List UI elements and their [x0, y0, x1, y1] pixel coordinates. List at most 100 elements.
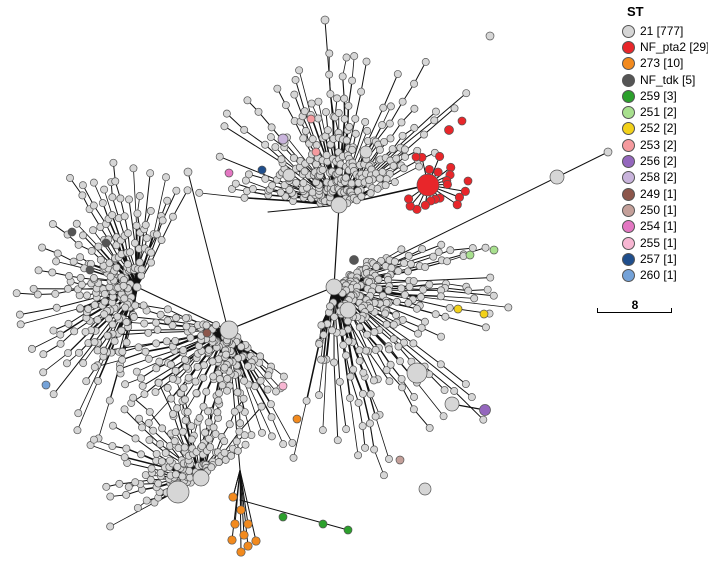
tree-node — [396, 357, 404, 366]
tree-node — [110, 337, 119, 346]
tree-node — [387, 263, 396, 272]
tree-node — [394, 342, 403, 351]
legend-item: 259 [3] — [622, 88, 708, 104]
tree-node — [410, 123, 419, 132]
tree-node — [133, 503, 142, 512]
tree-edge — [20, 307, 81, 325]
tree-node — [29, 284, 38, 293]
tree-node — [220, 448, 229, 457]
tree-node — [172, 313, 181, 322]
tree-edge — [395, 134, 425, 160]
tree-edge — [401, 386, 415, 410]
tree-node — [306, 114, 316, 124]
tree-node — [41, 380, 51, 390]
tree-node — [171, 428, 180, 437]
tree-node — [105, 396, 114, 405]
tree-node — [344, 101, 353, 110]
tree-node — [48, 268, 57, 277]
tree-edge — [135, 437, 158, 455]
tree-node — [144, 419, 153, 428]
tree-node — [440, 386, 449, 395]
tree-node — [34, 266, 43, 275]
tree-node — [369, 376, 378, 385]
tree-node — [89, 178, 98, 187]
tree-edge — [109, 502, 155, 527]
tree-node — [168, 374, 177, 383]
tree-node — [195, 413, 204, 422]
tree-edge — [144, 345, 174, 353]
tree-node — [365, 419, 374, 428]
legend-swatch — [622, 24, 635, 38]
tree-node — [192, 389, 201, 398]
tree-edge — [349, 376, 360, 404]
tree-node — [130, 239, 139, 247]
tree-node — [76, 304, 85, 313]
tree-node — [351, 114, 360, 123]
tree-node — [236, 547, 246, 557]
tree-node — [56, 339, 65, 348]
tree-node — [106, 522, 115, 531]
tree-node — [156, 310, 165, 319]
tree-node — [192, 469, 210, 487]
tree-edge — [85, 301, 114, 319]
legend-swatch — [622, 155, 635, 169]
tree-node — [415, 162, 424, 171]
tree-edge — [367, 107, 384, 142]
tree-node — [348, 145, 357, 154]
tree-node — [424, 164, 434, 175]
tree-node — [346, 394, 354, 403]
tree-node — [394, 267, 403, 276]
tree-node — [389, 320, 398, 329]
tree-edge — [270, 403, 293, 444]
tree-node — [385, 377, 394, 386]
tree-node — [277, 155, 286, 164]
tree-node — [289, 154, 298, 162]
tree-node — [220, 122, 229, 131]
tree-edge — [148, 350, 175, 360]
tree-edge — [295, 79, 306, 112]
tree-node — [400, 145, 409, 154]
tree-node — [251, 536, 261, 546]
tree-node — [340, 94, 349, 103]
tree-node — [211, 429, 220, 438]
tree-node — [442, 179, 452, 190]
tree-edge — [339, 381, 347, 430]
tree-edge — [184, 419, 194, 450]
tree-node — [134, 343, 143, 352]
tree-node — [120, 212, 129, 221]
tree-node — [282, 168, 296, 182]
tree-node — [77, 280, 86, 289]
tree-node — [56, 330, 65, 339]
tree-edge — [198, 192, 245, 199]
tree-node — [378, 168, 387, 176]
tree-edge — [55, 260, 85, 269]
legend-item: 256 [2] — [622, 153, 708, 169]
tree-node — [109, 158, 118, 167]
tree-node — [311, 147, 321, 157]
tree-node — [168, 321, 177, 330]
tree-node — [463, 176, 473, 186]
tree-edge — [440, 295, 475, 299]
tree-edge — [239, 499, 349, 531]
tree-node — [129, 164, 138, 173]
legend-item: 255 [1] — [622, 235, 708, 251]
tree-edge — [412, 342, 442, 365]
tree-node — [162, 173, 170, 182]
tree-node — [51, 289, 60, 298]
tree-node — [464, 286, 473, 295]
tree-node — [483, 285, 492, 294]
tree-node — [233, 447, 242, 455]
tree-node — [381, 309, 390, 318]
tree-node — [140, 390, 149, 399]
tree-node — [268, 181, 277, 190]
legend-item: 21 [777] — [622, 23, 708, 39]
tree-node — [479, 415, 488, 424]
tree-edge — [333, 204, 340, 288]
tree-node — [74, 240, 83, 249]
legend-item: 253 [2] — [622, 137, 708, 153]
tree-node — [132, 282, 142, 292]
tree-node — [167, 394, 176, 403]
tree-node — [397, 284, 406, 293]
tree-edge — [153, 176, 167, 235]
tree-node — [375, 145, 384, 154]
